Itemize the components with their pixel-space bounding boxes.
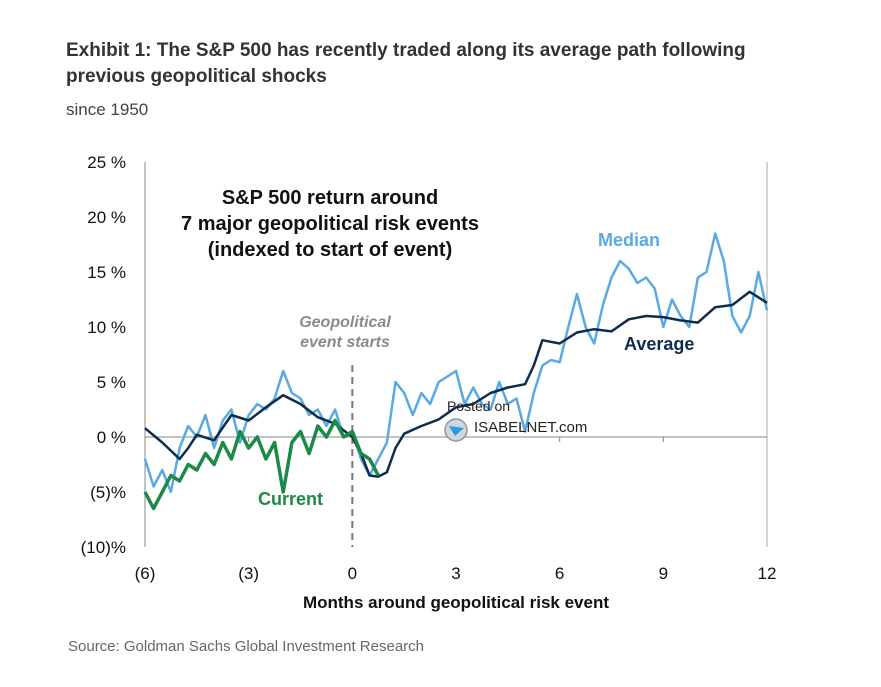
x-tick-label: 0: [348, 564, 357, 583]
y-tick-label: 25 %: [87, 153, 126, 172]
inset-title-1: S&P 500 return around: [222, 187, 438, 209]
event-label-1: Geopolitical: [299, 314, 391, 331]
watermark-line-2: ISABELNET.com: [474, 419, 587, 436]
inset-title-3: (indexed to start of event): [208, 239, 452, 261]
x-tick-label: 3: [451, 564, 460, 583]
x-axis-label: Months around geopolitical risk event: [303, 593, 609, 612]
watermark-line-1: Posted on: [447, 398, 510, 414]
inset-title-2: 7 major geopolitical risk events: [181, 213, 479, 235]
event-label-2: event starts: [300, 334, 390, 351]
y-tick-label: 5 %: [97, 373, 126, 392]
x-tick-label: 9: [659, 564, 668, 583]
series-current-line: [143, 418, 380, 511]
x-tick-label: (3): [238, 564, 259, 583]
watermark: Posted on ISABELNET.com: [444, 398, 587, 442]
y-tick-label: (5)%: [90, 483, 126, 502]
x-tick-label: 12: [758, 564, 777, 583]
source-note: Source: Goldman Sachs Global Investment …: [68, 638, 424, 655]
median-label: Median: [598, 230, 660, 250]
y-tick-label: 15 %: [87, 263, 126, 282]
series-median-line: [143, 232, 769, 494]
series-average-line: [144, 290, 768, 478]
y-tick-label: (10)%: [81, 538, 126, 557]
subtitle: since 1950: [66, 100, 148, 119]
x-tick-label: (6): [135, 564, 156, 583]
current-label: Current: [258, 489, 323, 509]
y-tick-label: 0 %: [97, 428, 126, 447]
y-tick-label: 10 %: [87, 318, 126, 337]
title-line-1: Exhibit 1: The S&P 500 has recently trad…: [66, 40, 746, 61]
y-tick-label: 20 %: [87, 208, 126, 227]
x-tick-label: 6: [555, 564, 564, 583]
title-line-2: previous geopolitical shocks: [66, 66, 327, 87]
average-label: Average: [624, 334, 694, 354]
